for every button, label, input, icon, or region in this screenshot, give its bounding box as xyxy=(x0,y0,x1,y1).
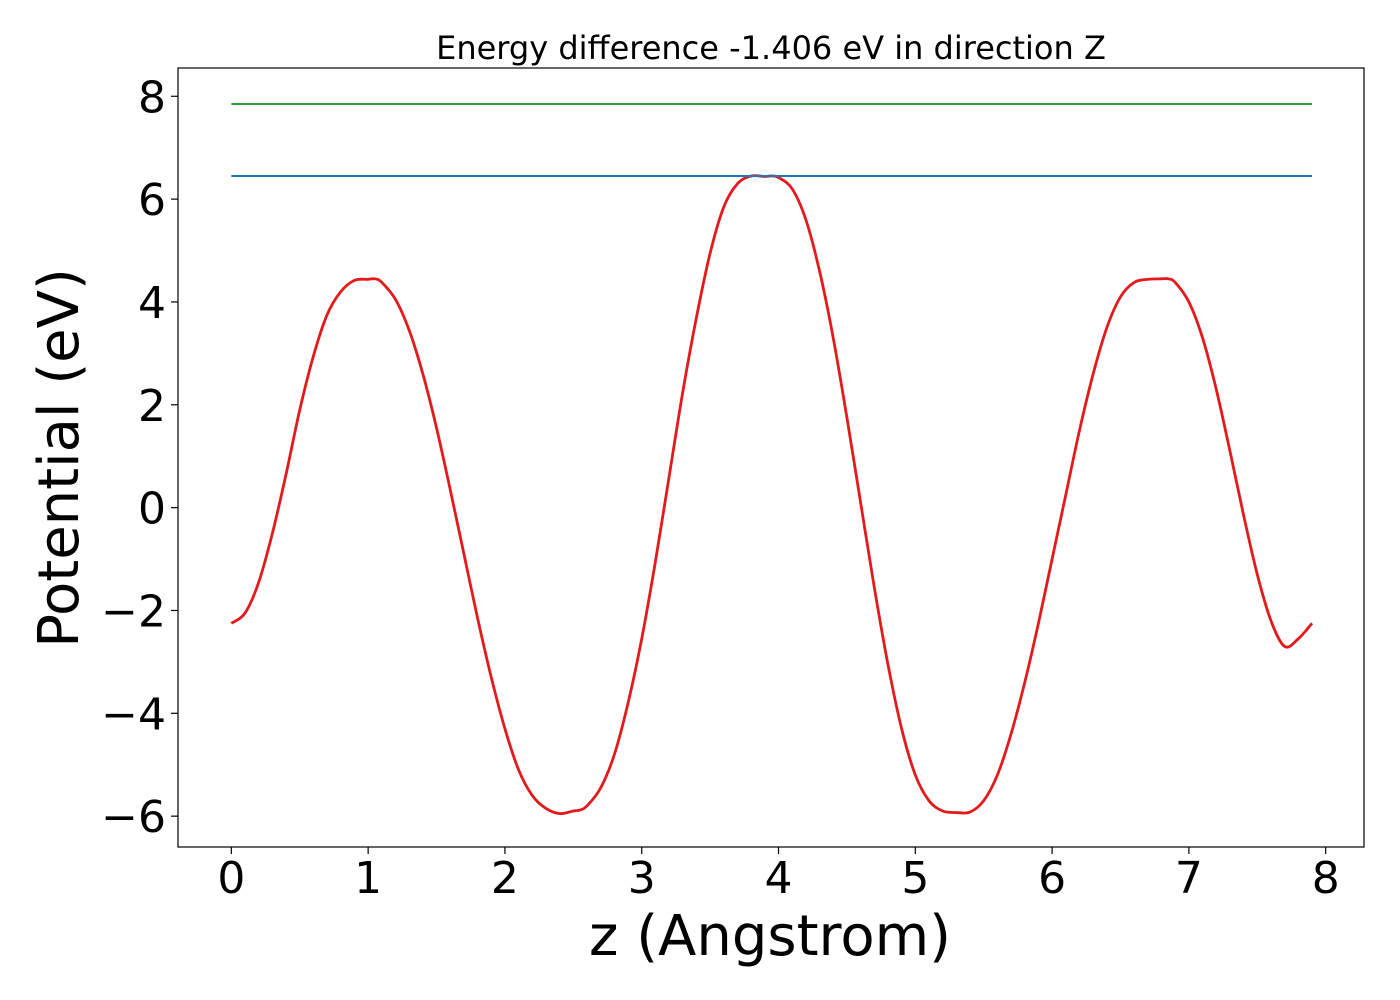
x-axis-label: z (Angstrom) xyxy=(589,904,951,969)
chart-title: Energy difference -1.406 eV in direction… xyxy=(436,29,1106,67)
x-tick-label: 6 xyxy=(1038,853,1066,904)
x-tick-label: 0 xyxy=(217,853,245,904)
y-tick-label: 0 xyxy=(138,484,166,535)
y-tick-label: 8 xyxy=(138,72,166,123)
y-tick-label: 6 xyxy=(138,175,166,226)
x-tick-label: 4 xyxy=(765,853,793,904)
plot-area xyxy=(177,67,1365,848)
y-axis-label: Potential (eV) xyxy=(27,268,92,648)
x-tick-label: 1 xyxy=(354,853,382,904)
y-tick-label: −6 xyxy=(101,792,166,843)
y-tick-label: 4 xyxy=(138,278,166,329)
x-tick-label: 2 xyxy=(491,853,519,904)
series-lines xyxy=(230,102,1314,816)
y-tick-label: −4 xyxy=(101,689,166,740)
series-line-0 xyxy=(230,174,1314,816)
x-tick-label: 3 xyxy=(628,853,656,904)
y-tick-label: −2 xyxy=(101,586,166,637)
x-axis-ticks: 0 1 2 3 4 5 6 7 8 xyxy=(217,847,1340,904)
y-tick-label: 2 xyxy=(138,381,166,432)
x-tick-label: 5 xyxy=(901,853,929,904)
plot-frame xyxy=(177,67,1365,848)
y-axis-ticks: −6 −4 −2 0 2 4 6 8 xyxy=(101,72,178,843)
x-tick-label: 8 xyxy=(1312,853,1340,904)
x-tick-label: 7 xyxy=(1175,853,1203,904)
